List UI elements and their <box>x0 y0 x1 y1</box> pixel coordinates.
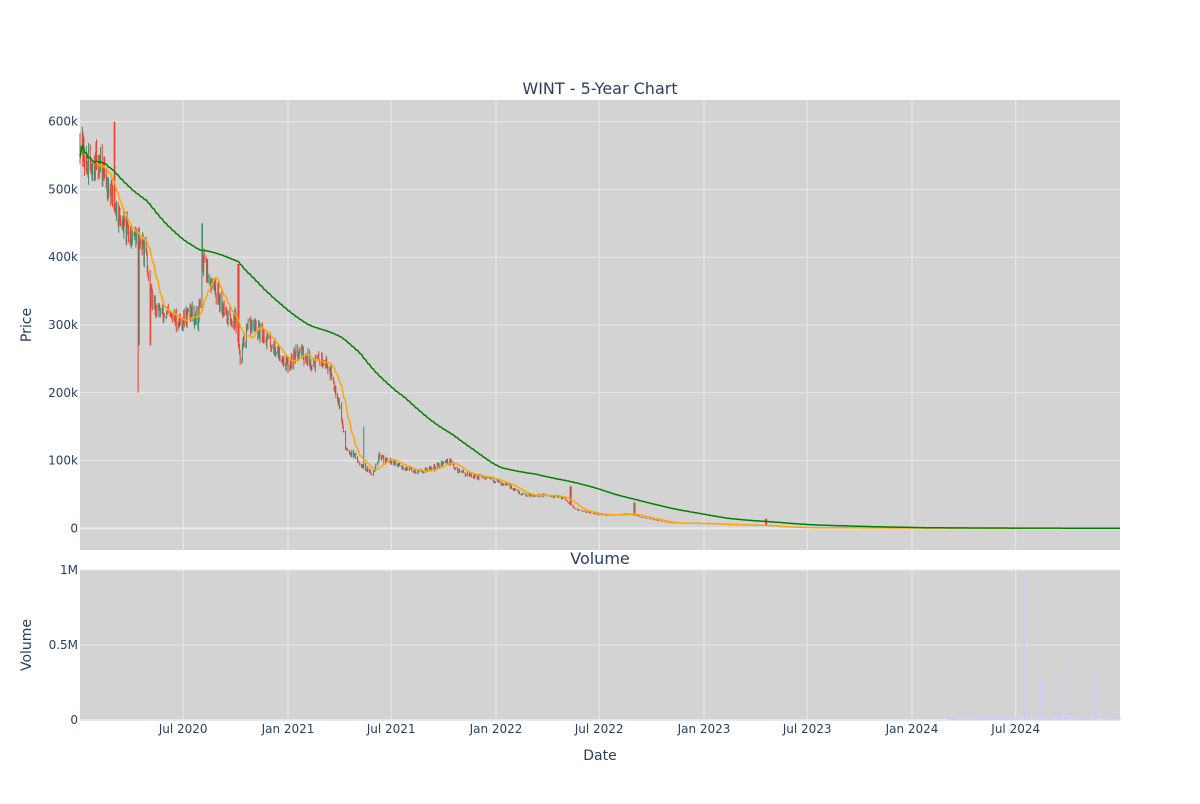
volume-y-tick-label: 0.5M <box>49 638 78 652</box>
volume-bar <box>1025 719 1026 720</box>
volume-bar <box>1073 718 1074 720</box>
price-y-tick-label: 300k <box>48 318 78 332</box>
volume-bar <box>986 719 987 720</box>
x-tick-label: Jan 2022 <box>469 722 523 736</box>
volume-bar <box>959 717 960 720</box>
price-y-tick-label: 400k <box>48 250 78 264</box>
volume-bar <box>978 716 979 720</box>
volume-y-ticks: 0 0.5M 1M <box>49 563 78 727</box>
volume-bar <box>964 716 965 720</box>
volume-bar <box>948 718 949 720</box>
volume-bar <box>955 716 956 720</box>
volume-bar <box>1028 716 1029 720</box>
x-tick-label: Jul 2020 <box>158 722 208 736</box>
volume-bar <box>958 719 959 720</box>
volume-bar <box>1027 717 1028 720</box>
volume-bar <box>1100 718 1101 720</box>
volume-bar <box>1105 717 1106 720</box>
volume-bar <box>1049 716 1050 720</box>
price-y-tick-label: 200k <box>48 386 78 400</box>
volume-bar <box>994 716 995 720</box>
volume-bar <box>1002 718 1003 720</box>
volume-chart-title: Volume <box>570 549 630 568</box>
volume-bar <box>1033 719 1034 720</box>
volume-bar <box>1065 717 1066 720</box>
volume-bar <box>1113 718 1114 720</box>
volume-bar <box>1014 716 1015 720</box>
volume-bar <box>950 718 951 720</box>
x-tick-label: Jul 2024 <box>990 722 1040 736</box>
volume-bar <box>1097 718 1098 720</box>
volume-bar <box>962 718 963 720</box>
price-y-ticks: 0 100k 200k 300k 400k 500k 600k <box>48 115 78 536</box>
volume-bar <box>1109 718 1110 720</box>
volume-bar <box>974 719 975 720</box>
volume-bar <box>1085 716 1086 720</box>
volume-bar <box>1036 716 1037 720</box>
volume-bar <box>1097 678 1098 720</box>
volume-bar <box>1041 678 1042 720</box>
volume-bar <box>1024 573 1025 720</box>
price-y-axis-label: Price <box>19 308 35 342</box>
volume-bar <box>1069 666 1070 720</box>
volume-bar <box>1057 716 1058 720</box>
volume-bar <box>990 716 991 720</box>
volume-bar <box>1037 718 1038 720</box>
volume-bar <box>1006 718 1007 720</box>
volume-y-tick-label: 0 <box>70 713 78 727</box>
volume-bar <box>1061 684 1062 720</box>
price-panel: 0 100k 200k 300k 400k 500k 600k WINT - 5-Year … <box>19 79 1120 550</box>
volume-bar <box>1076 717 1077 720</box>
volume-bar <box>1081 716 1082 720</box>
x-tick-label: Jul 2023 <box>782 722 832 736</box>
volume-bar <box>966 718 967 720</box>
volume-bar <box>998 718 999 720</box>
volume-bar <box>961 716 962 720</box>
x-axis-ticks: Jul 2020 Jan 2021 Jul 2021 Jan 2022 Jul 2022… <box>158 722 1040 736</box>
x-tick-label: Jul 2021 <box>366 722 416 736</box>
volume-bar <box>1089 719 1090 720</box>
x-axis-label: Date <box>583 748 616 764</box>
price-y-tick-label: 500k <box>48 182 78 196</box>
x-tick-label: Jul 2022 <box>574 722 624 736</box>
x-tick-label: Jan 2023 <box>677 722 731 736</box>
volume-bar <box>1029 717 1030 720</box>
volume-bar <box>1053 716 1054 720</box>
volume-bar <box>1093 718 1094 720</box>
volume-bar <box>954 717 955 720</box>
volume-bar <box>1071 717 1072 720</box>
volume-bar <box>1021 718 1022 720</box>
volume-y-tick-label: 1M <box>60 563 78 577</box>
x-tick-label: Jan 2021 <box>261 722 315 736</box>
price-y-tick-label: 600k <box>48 115 78 129</box>
volume-bar <box>1120 717 1121 720</box>
volume-bar <box>1010 716 1011 720</box>
volume-bar <box>1077 718 1078 720</box>
price-y-tick-label: 0 <box>70 521 78 535</box>
volume-bar <box>982 717 983 720</box>
volume-bar <box>970 719 971 720</box>
x-tick-label: Jan 2024 <box>885 722 939 736</box>
volume-y-axis-label: Volume <box>19 619 35 671</box>
price-y-tick-label: 100k <box>48 454 78 468</box>
volume-bar <box>1044 718 1045 720</box>
price-chart-title: WINT - 5-Year Chart <box>522 79 677 98</box>
volume-bar <box>1117 719 1118 720</box>
